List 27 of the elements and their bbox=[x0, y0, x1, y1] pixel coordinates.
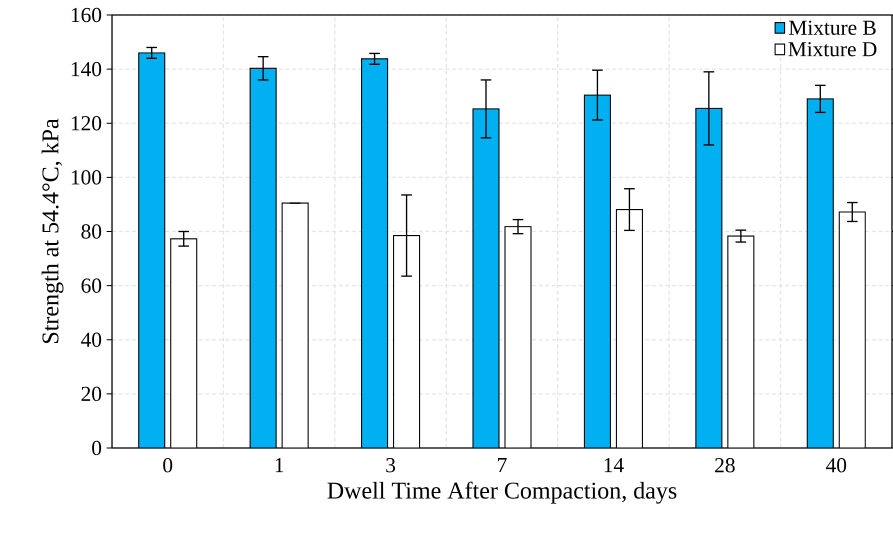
y-tick-label: 40 bbox=[81, 332, 102, 347]
bar bbox=[695, 108, 722, 448]
bar bbox=[361, 58, 388, 448]
legend-label: Mixture B bbox=[788, 20, 876, 35]
bar bbox=[250, 68, 277, 448]
x-tick-label: 14 bbox=[604, 458, 624, 472]
y-tick-label: 120 bbox=[72, 116, 102, 130]
y-tick-label: 80 bbox=[81, 224, 102, 239]
x-tick-label: 1 bbox=[276, 458, 284, 472]
x-axis-title: Dwell Time After Compaction, days bbox=[327, 482, 676, 504]
bar bbox=[584, 94, 611, 448]
y-axis-title: Strength at 54.4°C, kPa bbox=[42, 118, 64, 344]
x-tick-label: 28 bbox=[715, 458, 735, 472]
y-tick-label: 20 bbox=[82, 386, 102, 402]
legend-label: Mixture D bbox=[788, 42, 876, 56]
bar bbox=[138, 52, 166, 448]
x-tick-label: 7 bbox=[498, 458, 507, 472]
x-tick-label: 40 bbox=[826, 458, 846, 472]
y-tick-label: 140 bbox=[72, 62, 102, 76]
bar bbox=[472, 108, 500, 448]
y-tick-label: 160 bbox=[72, 8, 102, 22]
x-tick-label: 3 bbox=[386, 458, 396, 472]
y-tick-label: 100 bbox=[72, 170, 102, 185]
y-tick-label: 60 bbox=[82, 278, 102, 293]
y-tick-label: 0 bbox=[92, 440, 102, 456]
bar bbox=[806, 98, 834, 448]
x-tick-label: 0 bbox=[163, 458, 172, 472]
